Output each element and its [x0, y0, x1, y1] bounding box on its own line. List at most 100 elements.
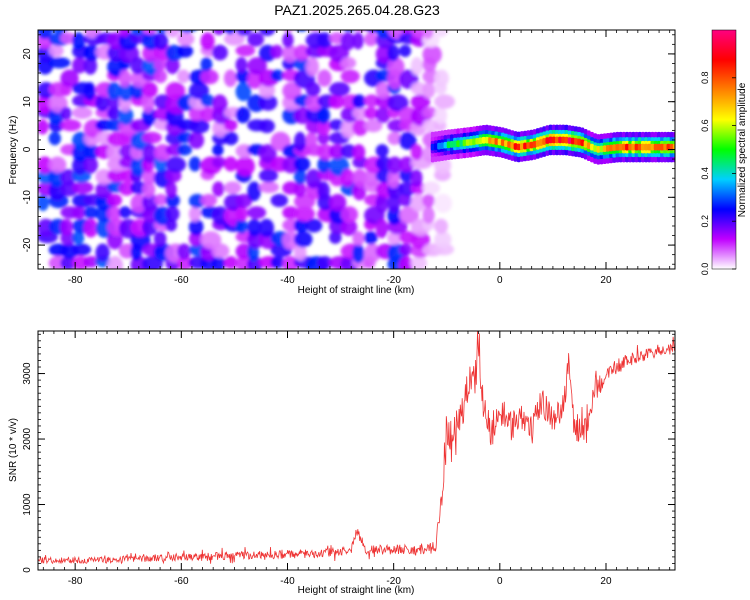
heatmap-noise-cell [328, 81, 350, 97]
heatmap-noise-cell [200, 69, 219, 85]
heatmap-ridge-cell [574, 138, 578, 145]
heatmap-noise-cell [200, 106, 216, 122]
heatmap-noise-cell [434, 69, 449, 87]
heatmap-ridge-cell [481, 136, 486, 144]
heatmap-noise-cell [83, 81, 96, 101]
heatmap-ridge-cell [583, 140, 588, 148]
heatmap-noise-cell [270, 193, 289, 208]
heatmap-noise-cell [258, 181, 280, 194]
heatmap-noise-cell [282, 255, 299, 269]
heatmap-ridge-cell [500, 139, 505, 146]
heatmap-noise-cell [212, 243, 230, 259]
heatmap-noise-cell [142, 168, 157, 185]
heatmap-noise-cell [223, 131, 239, 146]
heatmap-noise-cell [153, 231, 167, 247]
heatmap-noise-cell [142, 131, 162, 144]
colorbar-bar [711, 29, 737, 270]
heatmap-ridge-cell [666, 143, 671, 151]
heatmap-noise-cell [317, 144, 334, 160]
heatmap-noise-cell [434, 106, 448, 125]
heatmap-noise-cell [72, 181, 94, 194]
heatmap-noise-cell [178, 30, 197, 33]
y-tick-label: 3000 [22, 362, 33, 385]
heatmap-ridge-cell [641, 143, 645, 151]
heatmap-ridge-cell [472, 138, 477, 146]
heatmap-noise-cell [340, 144, 357, 159]
heatmap-ridge-cell [634, 143, 639, 151]
heatmap-ridge-cell [615, 143, 620, 151]
heatmap-noise-cell [165, 57, 180, 75]
heatmap-ridge-cell [539, 139, 543, 146]
heatmap-noise-cell [83, 44, 100, 62]
colorbar-label: Normalized spectral amplitude [737, 82, 748, 217]
heatmap-ridge-cell [510, 142, 515, 149]
heatmap-noise-cell [317, 119, 331, 136]
heatmap-noise-cell [107, 144, 121, 162]
heatmap-noise-cell [107, 193, 123, 207]
heatmap-noise-cell [235, 156, 255, 177]
heatmap-noise-cell [375, 218, 389, 239]
heatmap-noise-cell [399, 206, 419, 224]
heatmap-noise-cell [317, 255, 333, 269]
heatmap-noise-cell [340, 57, 357, 69]
heatmap-noise-cell [235, 44, 256, 57]
heatmap-noise-cell [72, 57, 87, 74]
heatmap-noise-cell [282, 81, 302, 100]
heatmap-noise-cell [293, 206, 316, 222]
heatmap-noise-cell [188, 81, 210, 100]
colorbar-tick-label: 0.4 [700, 167, 710, 180]
y-tick-label: 20 [22, 48, 33, 60]
heatmap-ridge-cell [602, 145, 607, 153]
heatmap-noise-cell [235, 81, 252, 102]
heatmap-noise-cell [259, 30, 276, 36]
heatmap-ridge-cell [437, 142, 441, 150]
heatmap-noise-cell [38, 193, 50, 212]
heatmap-ridge-cell [567, 137, 572, 144]
heatmap-noise-cell [399, 255, 414, 269]
heatmap-ridge-cell [672, 143, 675, 151]
heatmap-noise-cell [352, 32, 364, 50]
heatmap-noise-cell [340, 168, 355, 187]
heatmap-noise-cell [410, 231, 431, 250]
heatmap-noise-cell [317, 181, 330, 200]
heatmap-noise-cell [434, 193, 453, 213]
heatmap-noise-cell [387, 57, 405, 77]
heatmap-noise-cell [83, 255, 99, 268]
heatmap-ridge-cell [656, 143, 661, 151]
heatmap-ridge-cell [529, 141, 534, 149]
heatmap-noise-cell [165, 81, 186, 100]
heatmap-ridge-cell [669, 143, 674, 151]
heatmap-noise-cell [375, 106, 391, 124]
heatmap-noise-cell [177, 243, 191, 260]
heatmap-noise-cell [83, 144, 100, 160]
spectrogram-x-axis-label: Height of straight line (km) [298, 285, 415, 296]
heatmap-noise-cell [422, 44, 442, 65]
heatmap-noise-cell [293, 131, 307, 152]
heatmap-noise-cell [107, 106, 121, 121]
heatmap-noise-cell [363, 231, 378, 245]
heatmap-ridge-cell [653, 143, 658, 151]
heatmap-noise-cell [270, 255, 285, 269]
heatmap-noise-cell [399, 193, 413, 207]
heatmap-ridge-cell [577, 138, 582, 146]
heatmap-noise-cell [153, 57, 167, 71]
heatmap-noise-cell [258, 168, 279, 183]
heatmap-ridge-cell [478, 137, 483, 145]
y-tick-label: -20 [22, 237, 33, 252]
heatmap-noise-cell [247, 32, 265, 47]
heatmap-noise-cell [223, 156, 238, 172]
heatmap-ridge-cell [593, 145, 598, 152]
heatmap-noise-cell [340, 218, 358, 236]
heatmap-noise-cell [352, 181, 367, 201]
heatmap-noise-cell [177, 69, 190, 84]
heatmap-noise-cell [165, 181, 177, 198]
heatmap-noise-cell [258, 119, 275, 134]
snr-plot-area [38, 331, 675, 570]
heatmap-noise-cell [118, 206, 132, 219]
heatmap-ridge-cell [507, 141, 512, 148]
x-tick-label: -60 [174, 576, 189, 587]
heatmap-ridge-cell [605, 144, 610, 152]
heatmap-ridge-cell [526, 142, 531, 149]
heatmap-noise-cell [422, 181, 441, 195]
heatmap-noise-cell [223, 32, 245, 46]
